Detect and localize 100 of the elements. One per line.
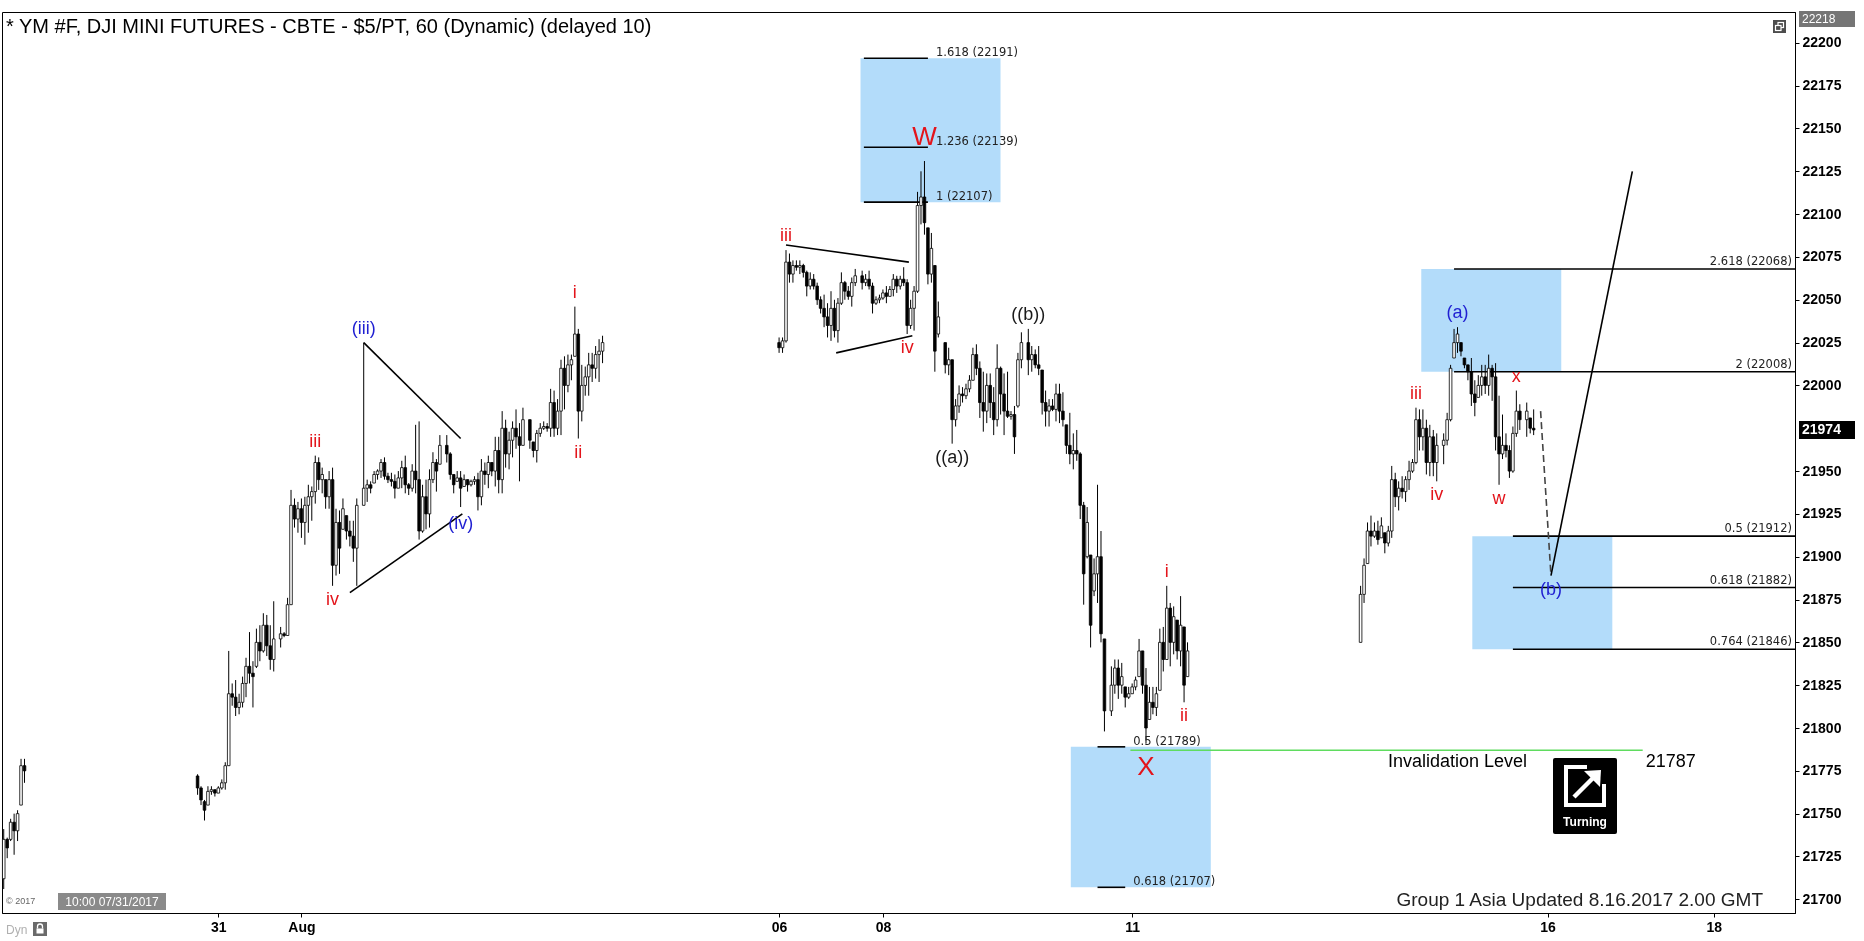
annotation: W <box>912 121 938 152</box>
candlestick <box>1030 345 1034 373</box>
annotation: Turning <box>1562 815 1608 829</box>
candlestick <box>1518 403 1522 431</box>
y-tick-label: 21974 <box>1802 420 1842 437</box>
x-tick-label: 08 <box>875 918 892 935</box>
candlestick <box>299 497 304 539</box>
candlestick <box>590 352 594 383</box>
y-tick-label: 21950 <box>1802 462 1842 479</box>
annotation: 0.764 (21846) <box>1709 634 1792 649</box>
candlestick <box>1435 432 1439 482</box>
annotation: Invalidation Level <box>1387 751 1528 772</box>
y-tick-label: 22150 <box>1802 119 1842 136</box>
y-tick-label: 22125 <box>1802 162 1842 179</box>
y-tick-label: 22000 <box>1802 376 1842 393</box>
candlestick <box>1500 414 1505 460</box>
annotation: iv <box>900 337 914 358</box>
y-tick-label: 21775 <box>1802 762 1842 779</box>
sign-box: Turning <box>1553 758 1617 834</box>
x-tick-label: 11 <box>1125 918 1141 935</box>
y-tick-label: 21850 <box>1802 633 1842 650</box>
y-tick-label: 22100 <box>1802 205 1842 222</box>
candlestick <box>1400 475 1404 499</box>
candlestick <box>1047 398 1051 428</box>
text: Dyn <box>6 923 28 937</box>
y-tick-label: 22025 <box>1802 334 1842 351</box>
annotation: 2 (22008) <box>1735 356 1792 371</box>
bar <box>1472 536 1613 650</box>
annotation: 2.618 (22068) <box>1709 253 1792 268</box>
candlestick <box>587 352 591 397</box>
annotation: Group 1 Asia Updated 8.16.2017 2.00 GMT <box>1396 889 1764 910</box>
annotation: 1.618 (22191) <box>935 45 1019 60</box>
candlestick <box>528 419 532 450</box>
y-tick-label: 21800 <box>1802 719 1842 736</box>
annotation: 10:00 07/31/2017 <box>65 895 160 909</box>
x-tick-label: Aug <box>288 918 316 935</box>
candlestick <box>1026 328 1030 376</box>
y-tick-label: 21700 <box>1802 890 1842 907</box>
candlestick <box>1452 328 1456 359</box>
candlestick <box>943 342 947 374</box>
annotation: ((a)) <box>935 446 970 467</box>
candlestick <box>1120 662 1124 695</box>
annotation: i <box>572 281 577 302</box>
annotation: 0.5 (21912) <box>1724 521 1792 536</box>
bar <box>1421 268 1562 372</box>
annotation: 1 (22107) <box>935 189 993 204</box>
candlestick <box>562 355 567 410</box>
annotation: iv <box>326 588 340 609</box>
annotation: (iv) <box>448 513 474 534</box>
candlestick <box>798 259 802 275</box>
candlestick <box>860 270 864 290</box>
candlestick <box>1068 412 1072 465</box>
annotation: ii <box>574 441 583 462</box>
candlestick <box>1116 658 1120 700</box>
annotation: iv <box>1430 484 1444 505</box>
y-tick-label: 22218 <box>1802 12 1836 26</box>
y-tick-label: 22175 <box>1802 77 1842 94</box>
x-tick-label: 06 <box>771 918 788 935</box>
y-tick-label: 21825 <box>1802 676 1842 693</box>
y-tick-label: 21875 <box>1802 591 1842 608</box>
candlestick <box>1376 520 1380 546</box>
x-tick-label: 16 <box>1540 918 1557 935</box>
annotation: ii <box>1180 705 1189 726</box>
candlestick <box>1396 480 1401 511</box>
annotation: ((b)) <box>1011 303 1046 324</box>
y-tick-label: 21725 <box>1802 847 1842 864</box>
candlestick <box>296 501 300 534</box>
candlestick <box>1057 383 1062 424</box>
candlestick <box>597 338 601 383</box>
candlestick <box>382 456 387 481</box>
candlestick <box>317 456 321 491</box>
y-tick-label: 21900 <box>1802 548 1842 565</box>
annotation: iii <box>309 430 322 451</box>
annotation: 1.236 (22139) <box>935 134 1019 149</box>
candlestick <box>233 679 238 717</box>
candlestick <box>272 600 276 672</box>
x-tick-label: 18 <box>1706 918 1723 935</box>
candlestick <box>403 455 407 494</box>
y-tick-label: 22200 <box>1802 34 1842 51</box>
y-tick-label: 21750 <box>1802 805 1842 822</box>
annotation: X <box>1137 751 1155 782</box>
annotation: 0.618 (21707) <box>1133 874 1216 889</box>
annotation: iii <box>1409 382 1422 403</box>
annotation: (iii) <box>351 317 376 338</box>
annotation: 0.618 (21882) <box>1709 572 1792 587</box>
y-tick-label: 22050 <box>1802 291 1842 308</box>
candlestick <box>393 473 397 499</box>
annotation: 0.5 (21789) <box>1133 733 1201 748</box>
candlestick <box>1071 432 1075 470</box>
candlestick <box>424 479 428 530</box>
candlestick <box>829 290 833 342</box>
annotation: iii <box>780 225 792 246</box>
annotation: x <box>1511 365 1521 386</box>
annotation: i <box>1164 560 1169 581</box>
annotation: (a) <box>1446 302 1469 323</box>
y-tick-label: 22075 <box>1802 248 1842 265</box>
annotation: w <box>1491 487 1507 508</box>
y-tick-label: 21925 <box>1802 505 1842 522</box>
annotation: 21787 <box>1645 751 1696 772</box>
annotation: © 2017 <box>6 896 36 906</box>
